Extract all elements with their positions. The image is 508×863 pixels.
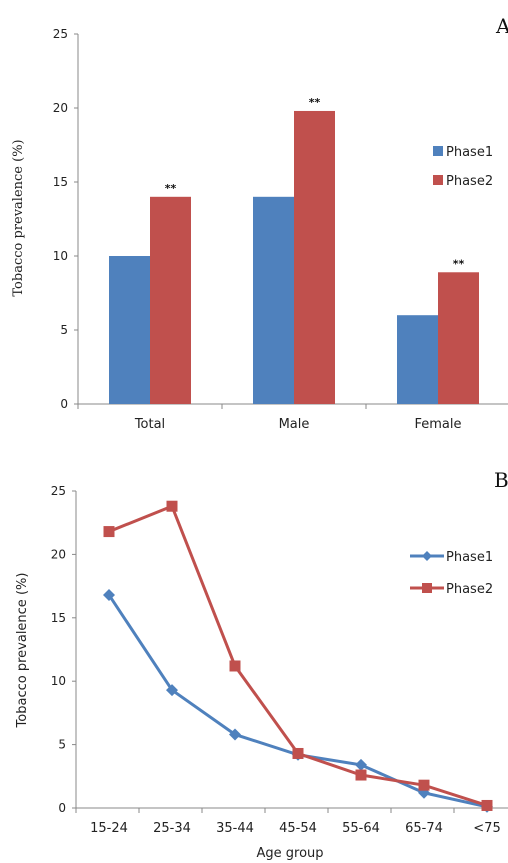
- legend-marker-phase2: [422, 583, 432, 593]
- y-tick-label: 20: [53, 101, 68, 115]
- legend-label-phase1: Phase1: [446, 550, 493, 565]
- legend-marker-phase1: [422, 551, 432, 561]
- x-tick-label: <75: [473, 821, 500, 836]
- x-tick-label: Male: [279, 417, 310, 432]
- legend-a: Phase1 Phase2: [433, 145, 493, 189]
- legend-swatch-phase2: [433, 175, 443, 185]
- y-tick-label: 20: [51, 547, 66, 561]
- y-axis-label-a: Tobacco prevalence (%): [11, 139, 26, 296]
- y-tick-label: 10: [53, 249, 68, 263]
- point-phase2: [229, 660, 241, 672]
- legend-label-phase1: Phase1: [446, 145, 493, 160]
- point-phase1: [355, 758, 367, 771]
- panel-label-a: A: [495, 14, 508, 38]
- bars-a: ** ** **: [109, 96, 479, 405]
- chart-a: A Tobacco prevalence (%) 0 5 10 15 20 25 Total…: [11, 14, 508, 432]
- legend-b: Phase1 Phase2: [410, 550, 493, 597]
- x-tick-label: 55-64: [342, 821, 380, 836]
- point-phase2: [418, 779, 430, 791]
- chart-b: B Tobacco prevalence (%) Age group 0 5 10 1…: [15, 468, 508, 861]
- y-tick-label: 5: [60, 323, 68, 337]
- panel-label-b: B: [494, 468, 508, 492]
- bar-phase1-male: [253, 196, 294, 404]
- x-tick-label: Total: [134, 417, 165, 432]
- bar-phase2-total: [150, 196, 191, 404]
- point-phase2: [355, 769, 367, 781]
- y-tick-label: 0: [60, 397, 68, 411]
- bar-phase1-total: [109, 256, 150, 404]
- bar-phase2-male: [294, 110, 335, 405]
- x-tick-label: 35-44: [216, 821, 254, 836]
- point-phase1: [103, 588, 115, 601]
- point-phase2: [103, 526, 115, 538]
- lines-b: [103, 500, 493, 813]
- line-phase1: [107, 594, 488, 809]
- x-tick-label: 45-54: [279, 821, 317, 836]
- significance-annotation: **: [453, 257, 465, 270]
- legend-label-phase2: Phase2: [446, 582, 493, 597]
- point-phase1: [229, 728, 241, 741]
- y-axis-label-b: Tobacco prevalence (%): [15, 573, 30, 729]
- x-axis-label-b: Age group: [256, 846, 323, 861]
- x-tick-label: 25-34: [153, 821, 191, 836]
- y-tick-label: 10: [51, 674, 66, 688]
- axes-b: 0 5 10 15 20 25 15-24 25-34 35-44 45-54 55-64 65-74…: [51, 484, 508, 836]
- y-tick-label: 15: [51, 611, 66, 625]
- x-tick-label: 15-24: [90, 821, 128, 836]
- point-phase2: [166, 500, 178, 512]
- significance-annotation: **: [309, 96, 321, 109]
- x-tick-label: Female: [414, 417, 461, 432]
- x-tick-label: 65-74: [405, 821, 443, 836]
- legend-swatch-phase1: [433, 146, 443, 156]
- significance-annotation: **: [165, 182, 177, 195]
- legend-label-phase2: Phase2: [446, 174, 493, 189]
- point-phase2: [481, 799, 493, 811]
- y-tick-label: 5: [58, 738, 66, 752]
- y-tick-label: 0: [58, 801, 66, 815]
- point-phase1: [166, 684, 178, 697]
- point-phase2: [292, 747, 304, 759]
- bar-phase2-female: [438, 272, 479, 404]
- y-tick-label: 15: [53, 175, 68, 189]
- y-tick-label: 25: [53, 27, 68, 41]
- bar-phase1-female: [397, 315, 438, 404]
- y-tick-label: 25: [51, 484, 66, 498]
